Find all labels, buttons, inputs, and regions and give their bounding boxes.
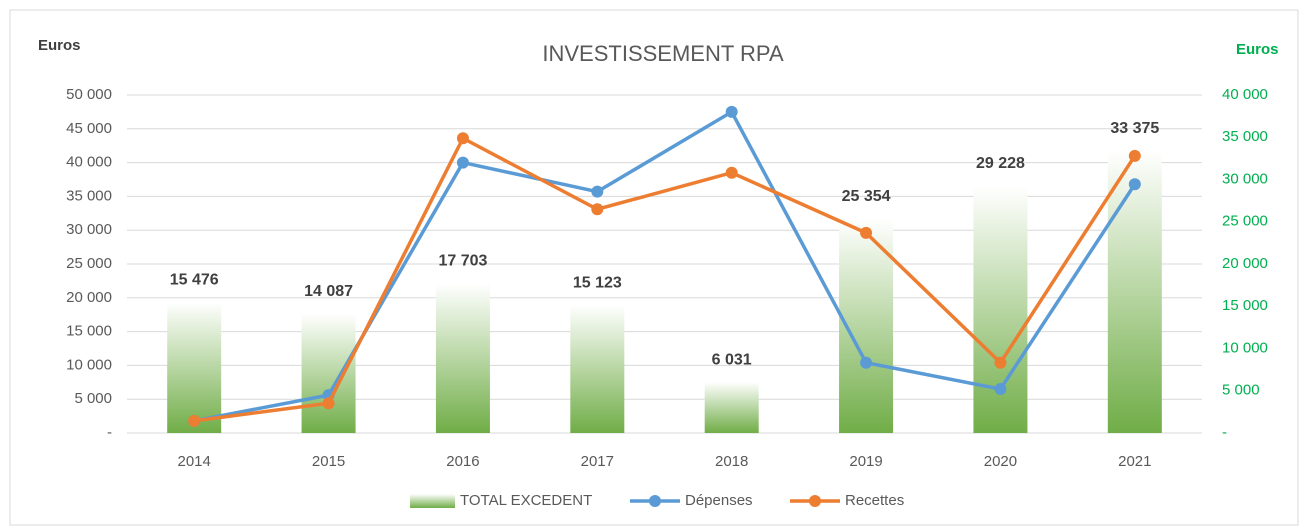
legend-swatch xyxy=(410,494,455,508)
y-tick-label: 20 000 xyxy=(66,289,112,306)
x-tick-label: 2020 xyxy=(984,453,1017,470)
marker xyxy=(725,166,738,179)
legend-label: Dépenses xyxy=(685,492,753,509)
data-label: 15 476 xyxy=(170,271,219,288)
y-tick-label: 10 000 xyxy=(66,356,112,373)
marker xyxy=(860,356,873,369)
data-label: 25 354 xyxy=(842,188,891,205)
marker xyxy=(725,105,738,118)
y-tick-label: 45 000 xyxy=(66,120,112,137)
y2-tick-label: 10 000 xyxy=(1222,339,1268,356)
y-tick-label: 5 000 xyxy=(74,390,112,407)
marker xyxy=(456,132,469,145)
data-label: 17 703 xyxy=(438,253,487,270)
x-tick-label: 2014 xyxy=(178,453,211,470)
x-tick-label: 2016 xyxy=(446,453,479,470)
y-tick-label: 50 000 xyxy=(66,86,112,103)
marker xyxy=(994,356,1007,369)
y2-tick-label: 40 000 xyxy=(1222,86,1268,103)
legend-marker xyxy=(649,495,661,507)
chart-title: INVESTISSEMENT RPA xyxy=(542,41,784,66)
bar xyxy=(1107,150,1162,433)
data-label: 14 087 xyxy=(304,283,353,300)
legend-label: TOTAL EXCEDENT xyxy=(460,492,592,509)
x-tick-label: 2017 xyxy=(581,453,614,470)
y-tick-label: 30 000 xyxy=(66,221,112,238)
data-label: 29 228 xyxy=(976,155,1025,172)
y2-tick-label: 5 000 xyxy=(1222,382,1260,399)
bar xyxy=(570,305,625,433)
bar xyxy=(167,302,222,433)
y-tick-label: - xyxy=(107,424,112,441)
y-tick-label: 25 000 xyxy=(66,255,112,272)
marker xyxy=(860,226,873,239)
y2-tick-label: 25 000 xyxy=(1222,213,1268,230)
x-tick-label: 2018 xyxy=(715,453,748,470)
y2-tick-label: - xyxy=(1222,424,1227,441)
x-tick-label: 2021 xyxy=(1118,453,1151,470)
y-axis-label: Euros xyxy=(38,37,81,54)
bar xyxy=(973,186,1028,433)
x-tick-label: 2015 xyxy=(312,453,345,470)
y2-tick-label: 35 000 xyxy=(1222,128,1268,145)
marker xyxy=(322,397,335,410)
marker xyxy=(1128,149,1141,162)
marker xyxy=(188,414,201,427)
y2-tick-label: 15 000 xyxy=(1222,297,1268,314)
marker xyxy=(456,156,469,169)
marker xyxy=(994,383,1007,396)
legend-marker xyxy=(809,495,821,507)
marker xyxy=(1128,178,1141,191)
legend-label: Recettes xyxy=(845,492,904,509)
y2-tick-label: 20 000 xyxy=(1222,255,1268,272)
bar xyxy=(301,313,356,433)
chart-border xyxy=(9,9,1299,526)
y-tick-label: 35 000 xyxy=(66,187,112,204)
line xyxy=(193,135,1137,423)
x-tick-label: 2019 xyxy=(849,453,882,470)
y2-axis-label: Euros xyxy=(1236,41,1279,58)
marker xyxy=(591,185,604,198)
data-label: 33 375 xyxy=(1110,120,1159,137)
y-tick-label: 15 000 xyxy=(66,323,112,340)
data-label: 6 031 xyxy=(712,351,752,368)
data-label: 15 123 xyxy=(573,274,622,291)
y2-tick-label: 30 000 xyxy=(1222,170,1268,187)
marker xyxy=(591,203,604,216)
bar xyxy=(435,283,490,433)
y-tick-label: 40 000 xyxy=(66,154,112,171)
bar xyxy=(704,382,759,433)
